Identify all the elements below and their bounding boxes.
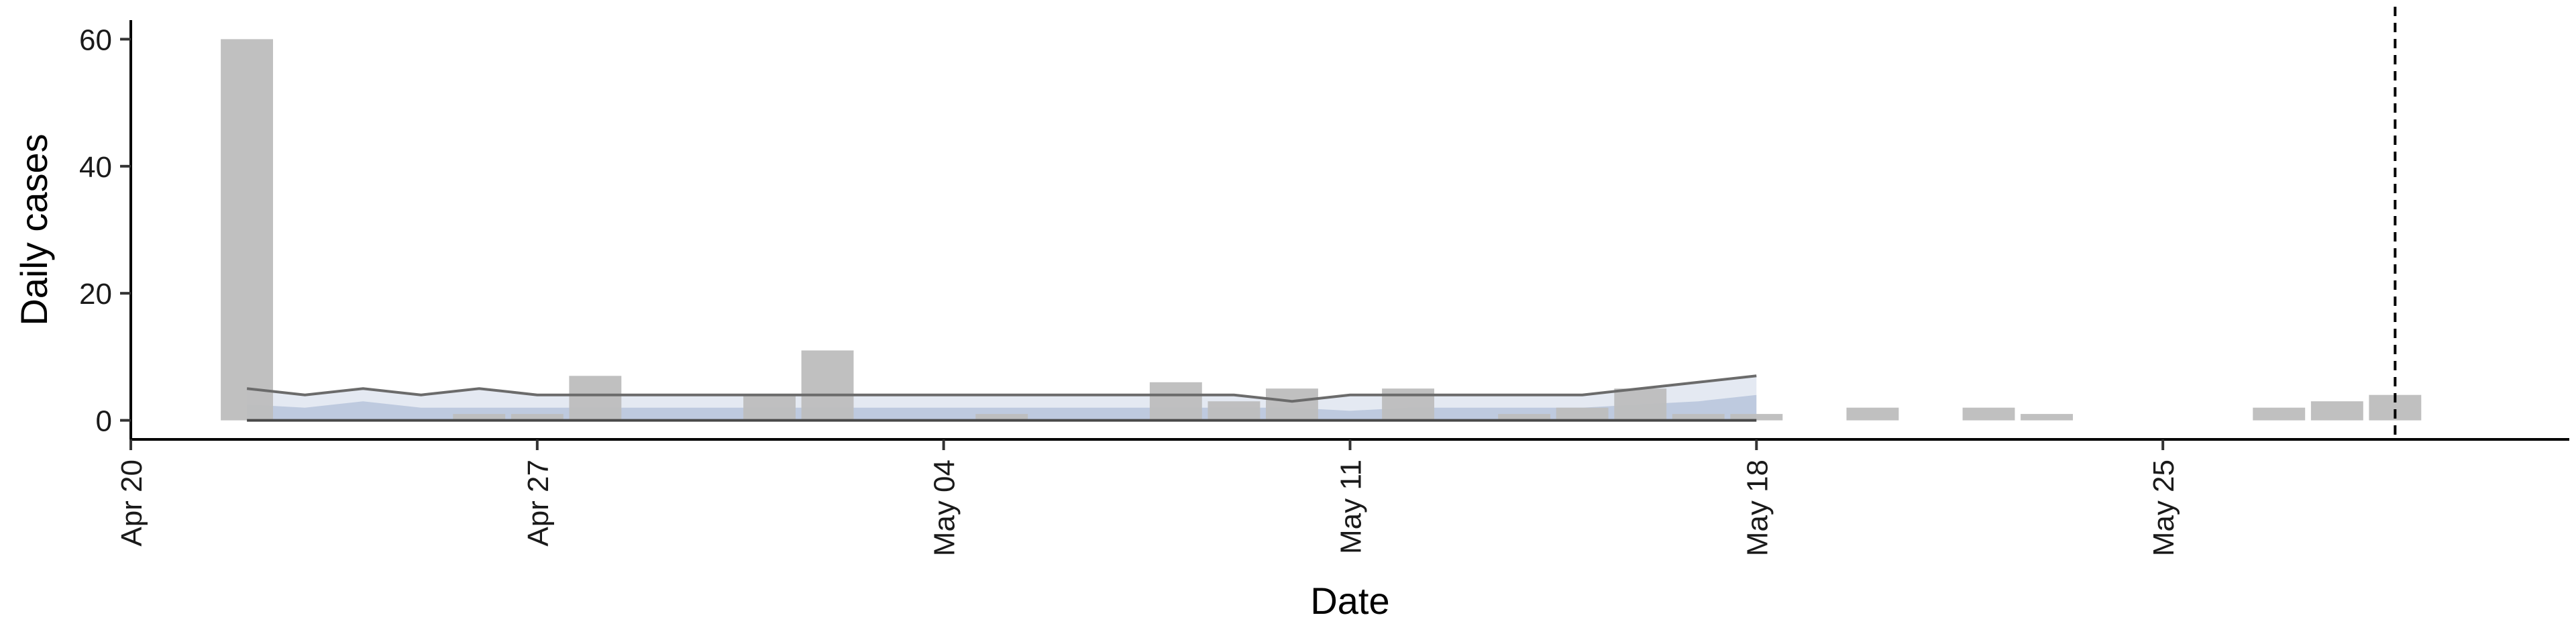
bar <box>801 350 854 421</box>
bar <box>569 376 622 421</box>
y-tick-label: 60 <box>79 23 112 56</box>
axis-titles: Date Daily cases <box>13 133 1390 622</box>
x-tick-label: May 11 <box>1335 460 1368 554</box>
y-tick-label: 20 <box>79 278 112 311</box>
bar <box>2021 414 2073 421</box>
bar <box>1962 407 2015 421</box>
axes: 0 20 40 60 Apr 20 Apr 27 May 04 May 11 May 18 May… <box>79 20 2569 556</box>
x-tick-label: May 18 <box>1741 460 1774 556</box>
x-tick-label: Apr 20 <box>115 460 148 547</box>
bar <box>453 414 506 421</box>
bar <box>1149 382 1202 421</box>
x-tick-label: May 04 <box>928 460 961 556</box>
bar <box>975 414 1028 421</box>
bar <box>511 414 564 421</box>
bar <box>1730 414 1783 421</box>
y-tick-label: 40 <box>79 151 112 184</box>
estimate-band-layer <box>247 376 1757 421</box>
y-tick-label: 0 <box>96 405 112 438</box>
estimate-line-layer <box>246 374 1757 422</box>
bar <box>2310 401 2363 421</box>
y-axis-title: Daily cases <box>13 133 55 325</box>
bar <box>743 394 796 421</box>
bar <box>2253 407 2306 421</box>
bar <box>1208 401 1260 421</box>
bar <box>1672 414 1725 421</box>
bar-layer <box>221 39 2422 421</box>
bar <box>1382 388 1434 421</box>
bar <box>1498 414 1551 421</box>
x-tick-label: Apr 27 <box>522 460 555 547</box>
bar <box>221 39 273 421</box>
x-axis-title: Date <box>1310 580 1389 622</box>
bar <box>1266 388 1318 421</box>
x-tick-label: May 25 <box>2147 460 2180 556</box>
estimate-band-inner <box>247 394 1757 421</box>
bar <box>1614 388 1667 421</box>
estimate-upper-line <box>246 374 1757 403</box>
bar <box>1556 407 1609 421</box>
bar <box>1846 407 1899 421</box>
